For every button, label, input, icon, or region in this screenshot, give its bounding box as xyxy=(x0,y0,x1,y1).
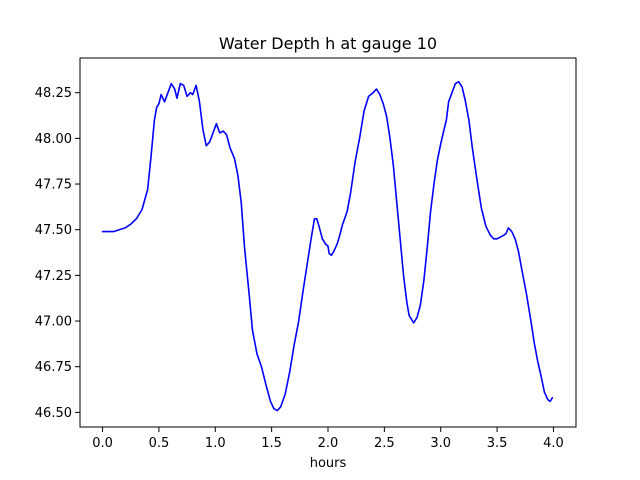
x-tick-label: 1.0 xyxy=(205,436,226,451)
x-tick-label: 3.0 xyxy=(430,436,451,451)
y-tick-label: 47.50 xyxy=(35,223,72,238)
x-tick-label: 2.5 xyxy=(374,436,395,451)
y-axis: 46.50 46.75 47.00 47.25 47.50 47.75 48.00 48.25 xyxy=(35,86,80,421)
y-tick-label: 48.00 xyxy=(35,132,72,147)
x-tick-label: 2.0 xyxy=(318,436,339,451)
y-tick-label: 47.25 xyxy=(35,269,72,284)
y-tick-label: 46.50 xyxy=(35,406,72,421)
x-tick-label: 1.5 xyxy=(261,436,282,451)
chart-title: Water Depth h at gauge 10 xyxy=(219,34,437,53)
y-tick-label: 46.75 xyxy=(35,360,72,375)
x-tick-label: 4.0 xyxy=(543,436,564,451)
x-tick-label: 3.5 xyxy=(487,436,508,451)
x-axis-label: hours xyxy=(310,456,347,471)
x-tick-label: 0.0 xyxy=(92,436,113,451)
y-tick-label: 48.25 xyxy=(35,86,72,101)
y-tick-label: 47.75 xyxy=(35,178,72,193)
y-tick-label: 47.00 xyxy=(35,315,72,330)
series-line-water-depth xyxy=(101,80,554,412)
x-axis: 0.0 0.5 1.0 1.5 2.0 2.5 3.0 3.5 4.0 xyxy=(92,427,564,451)
x-tick-label: 0.5 xyxy=(149,436,170,451)
